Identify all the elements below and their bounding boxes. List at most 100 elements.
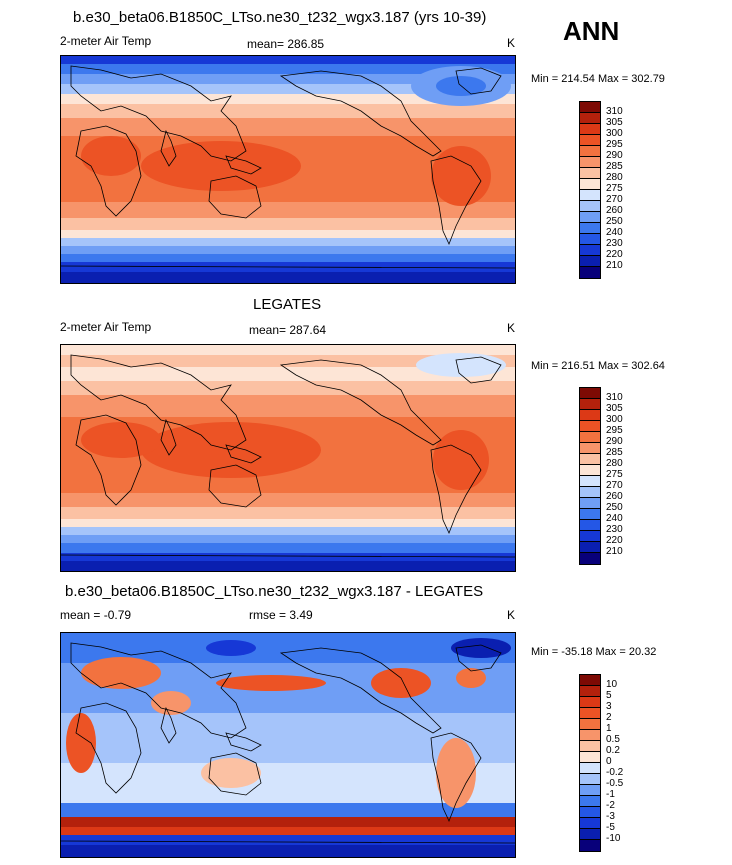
panel-3-colorbar-label: 0.5 <box>606 734 620 745</box>
panel-2-minmax: Min = 216.51 Max = 302.64 <box>531 360 665 372</box>
panel-2-map-graphic <box>61 345 515 571</box>
panel-3-colorbar-label: -0.5 <box>606 778 624 789</box>
panel-3-title: b.e30_beta06.B1850C_LTso.ne30_t232_wgx3.… <box>65 583 484 600</box>
panel-3-colorbar-label: 0.2 <box>606 745 620 756</box>
panel-2-colorbar-label: 285 <box>606 447 623 458</box>
panel-1-colorbar-label: 260 <box>606 205 623 216</box>
panel-2-colorbar-label: 210 <box>606 546 623 557</box>
panel-3-colorbar-label: -2 <box>606 800 615 811</box>
panel-3-colorbar-label: 10 <box>606 679 618 690</box>
panel-3-colorbar-swatch <box>580 818 600 829</box>
panel-1-map-graphic <box>61 56 515 283</box>
panel-2-colorbar-swatch <box>580 520 600 531</box>
panel-1-colorbar-swatch <box>580 157 600 168</box>
panel-3-colorbar-label: 1 <box>606 723 612 734</box>
panel-3-map <box>60 632 516 858</box>
panel-3-colorbar-label: -10 <box>606 833 621 844</box>
panel-3-colorbar-swatch <box>580 708 600 719</box>
panel-3-colorbar-label: -0.2 <box>606 767 624 778</box>
panel-3-colorbar-label: 2 <box>606 712 612 723</box>
panel-1-colorbar-swatch <box>580 135 600 146</box>
panel-3-minmax: Min = -35.18 Max = 20.32 <box>531 646 657 658</box>
panel-2-colorbar-swatch <box>580 542 600 553</box>
panel-2-colorbar-label: 250 <box>606 502 623 513</box>
panel-3-colorbar <box>579 674 601 852</box>
panel-3-colorbar-swatch <box>580 686 600 697</box>
panel-2-colorbar-swatch <box>580 476 600 487</box>
panel-2-colorbar-label: 240 <box>606 513 623 524</box>
panel-3-colorbar-swatch <box>580 752 600 763</box>
panel-2-title: LEGATES <box>253 296 322 313</box>
panel-1-variable-label: 2-meter Air Temp <box>60 34 152 48</box>
panel-1-colorbar-swatch <box>580 179 600 190</box>
panel-2-colorbar-label: 310 <box>606 392 623 403</box>
panel-3-colorbar-label: 5 <box>606 690 612 701</box>
panel-3-colorbar-swatch <box>580 730 600 741</box>
panel-1-colorbar-swatch <box>580 201 600 212</box>
panel-1-colorbar-swatch <box>580 113 600 124</box>
panel-2-colorbar-swatch <box>580 410 600 421</box>
panel-3-colorbar-swatch <box>580 774 600 785</box>
panel-2-colorbar-swatch <box>580 553 600 564</box>
panel-3-colorbar-swatch <box>580 796 600 807</box>
panel-2-colorbar-swatch <box>580 399 600 410</box>
panel-3-colorbar-swatch <box>580 829 600 840</box>
panel-1-colorbar-label: 275 <box>606 183 623 194</box>
panel-2-map <box>60 344 516 572</box>
panel-2-colorbar-swatch <box>580 509 600 520</box>
panel-3-colorbar-swatch <box>580 763 600 774</box>
panel-2-colorbar-swatch <box>580 432 600 443</box>
panel-1-colorbar-label: 290 <box>606 150 623 161</box>
season-label: ANN <box>563 16 620 46</box>
panel-2-colorbar-swatch <box>580 454 600 465</box>
panel-1-colorbar <box>579 101 601 279</box>
panel-1-minmax: Min = 214.54 Max = 302.79 <box>531 73 665 85</box>
panel-1-colorbar-label: 295 <box>606 139 623 150</box>
panel-2-colorbar-swatch <box>580 443 600 454</box>
panel-1-colorbar-swatch <box>580 256 600 267</box>
panel-1-colorbar-label: 310 <box>606 106 623 117</box>
panel-1-colorbar-label: 280 <box>606 172 623 183</box>
panel-1-colorbar-swatch <box>580 102 600 113</box>
panel-3-colorbar-swatch <box>580 785 600 796</box>
panel-1-colorbar-swatch <box>580 267 600 278</box>
panel-2-colorbar-label: 300 <box>606 414 623 425</box>
panel-3-colorbar-swatch <box>580 840 600 851</box>
panel-2-colorbar-swatch <box>580 421 600 432</box>
panel-1-colorbar-swatch <box>580 212 600 223</box>
panel-2-colorbar-label: 295 <box>606 425 623 436</box>
panel-1-colorbar-swatch <box>580 234 600 245</box>
panel-2-colorbar-label: 230 <box>606 524 623 535</box>
panel-2-colorbar-label: 270 <box>606 480 623 491</box>
panel-2-colorbar-swatch <box>580 388 600 399</box>
panel-1-colorbar-label: 240 <box>606 227 623 238</box>
panel-2-mean-label: mean= 287.64 <box>249 323 327 337</box>
panel-3-colorbar-label: -1 <box>606 789 615 800</box>
panel-2-colorbar-label: 220 <box>606 535 623 546</box>
panel-1-colorbar-label: 220 <box>606 249 623 260</box>
panel-1-colorbar-swatch <box>580 146 600 157</box>
panel-3-colorbar-label: -5 <box>606 822 615 833</box>
panel-3-colorbar-swatch <box>580 741 600 752</box>
panel-1-colorbar-swatch <box>580 245 600 256</box>
panel-3-mean-label: mean = -0.79 <box>60 608 132 622</box>
panel-2-colorbar-label: 260 <box>606 491 623 502</box>
panel-3-map-graphic <box>61 633 515 857</box>
panel-2-colorbar <box>579 387 601 565</box>
panel-1-colorbar-swatch <box>580 223 600 234</box>
panel-2-colorbar-swatch <box>580 487 600 498</box>
panel-3-units: K <box>507 608 516 622</box>
panel-3-colorbar-label: 0 <box>606 756 612 767</box>
panel-1-units: K <box>507 36 516 50</box>
panel-3-colorbar-swatch <box>580 675 600 686</box>
panel-1-map <box>60 55 516 284</box>
panel-1-colorbar-swatch <box>580 124 600 135</box>
panel-3-colorbar-label: -3 <box>606 811 615 822</box>
panel-3-colorbar-swatch <box>580 697 600 708</box>
panel-2-units: K <box>507 321 516 335</box>
panel-1-colorbar-swatch <box>580 190 600 201</box>
panel-3-colorbar-swatch <box>580 719 600 730</box>
panel-1-mean-label: mean= 286.85 <box>247 37 325 51</box>
panel-1-colorbar-label: 250 <box>606 216 623 227</box>
panel-1-title: b.e30_beta06.B1850C_LTso.ne30_t232_wgx3.… <box>73 9 487 26</box>
